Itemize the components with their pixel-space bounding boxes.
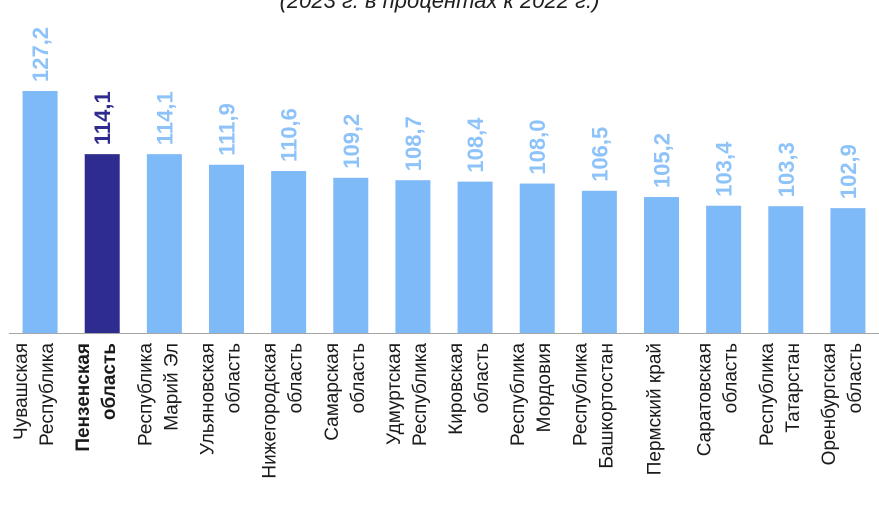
category-label: Нижегородская	[260, 343, 281, 479]
data-label: 105,2	[650, 133, 675, 188]
category-label: Удмуртская	[384, 343, 405, 445]
category-label: Пермский край	[645, 343, 666, 475]
bar	[519, 183, 555, 333]
bar	[146, 154, 182, 333]
data-label: 111,9	[215, 103, 240, 156]
bar	[84, 154, 120, 333]
bar	[768, 206, 804, 333]
category-label: Ульяновская	[198, 343, 219, 455]
data-label: 106,5	[587, 127, 612, 182]
category-label: Республика	[410, 343, 431, 446]
category-label: Чувашская	[11, 343, 32, 440]
category-label: область	[721, 343, 742, 413]
category-label: Республика	[37, 343, 58, 446]
bar	[706, 205, 742, 333]
category-label: Республика	[135, 343, 156, 446]
data-label: 108,0	[525, 119, 550, 174]
data-label: 103,4	[712, 141, 737, 197]
bar	[457, 181, 493, 333]
category-label: Башкортостан	[596, 343, 617, 469]
bar	[333, 177, 369, 333]
category-label: Самарская	[322, 343, 343, 441]
data-label: 114,1	[152, 91, 177, 145]
category-label: Саратовская	[695, 343, 716, 456]
category-label: Кировская	[446, 343, 467, 435]
category-label: область	[845, 343, 866, 413]
category-label: Республика	[570, 343, 591, 446]
bar	[395, 180, 431, 333]
category-label: Оренбургская	[819, 343, 840, 465]
category-label: область	[99, 343, 120, 420]
data-label: 108,7	[401, 116, 426, 171]
category-label: Республика	[508, 343, 529, 446]
category-label: область	[224, 343, 245, 413]
category-label: Мордовия	[534, 343, 555, 432]
data-label: 108,4	[463, 117, 488, 173]
bar	[644, 197, 679, 333]
bar	[830, 208, 866, 333]
data-label: 127,2	[28, 27, 53, 82]
bar	[271, 171, 307, 333]
data-label: 102,9	[836, 144, 861, 199]
bar	[22, 91, 58, 333]
category-label: область	[286, 343, 307, 413]
category-label: область	[472, 343, 493, 413]
category-label: Пензенская	[73, 343, 94, 452]
category-label: область	[348, 343, 369, 413]
bar	[209, 164, 244, 333]
category-label: Татарстан	[783, 343, 804, 433]
bar	[581, 190, 617, 333]
data-label: 114,1	[90, 91, 115, 145]
data-label: 110,6	[277, 108, 302, 162]
chart-subtitle: (2023 г. в процентах к 2022 г.)	[279, 0, 600, 13]
data-label: 109,2	[339, 114, 364, 169]
category-label: Марий Эл	[161, 343, 182, 431]
data-label: 103,3	[774, 142, 799, 197]
category-label: Республика	[757, 343, 778, 446]
